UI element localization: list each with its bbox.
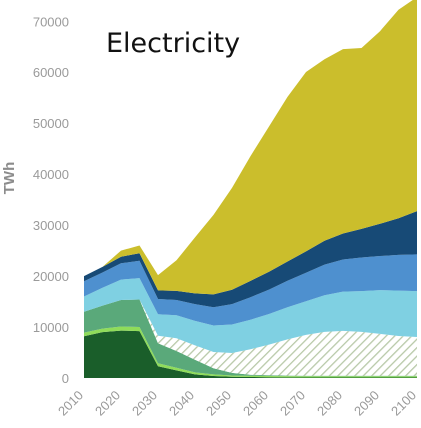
x-tick-label: 2070	[277, 388, 308, 419]
x-tick-label: 2030	[129, 388, 160, 419]
area-series-3	[84, 299, 417, 377]
y-axis-label: TWh	[1, 162, 18, 194]
area-series-5	[84, 278, 417, 353]
x-tick-label: 2080	[314, 388, 345, 419]
y-tick-label: 20000	[33, 269, 69, 284]
area-series-2	[84, 326, 417, 378]
y-tick-label: 30000	[33, 218, 69, 233]
chart-title: Electricity	[106, 28, 240, 59]
y-tick-label: 50000	[33, 116, 69, 131]
y-axis-ticks: 0 10000 20000 30000 40000 50000 60000 70000	[33, 14, 69, 386]
y-tick-label: 70000	[33, 14, 69, 29]
x-tick-label: 2020	[92, 388, 123, 419]
area-series-8	[84, 0, 417, 295]
area-series-6	[84, 254, 417, 326]
x-axis-ticks: 2010 2020 2030 2040 2050 2060 2070 2080 2090 2100	[55, 388, 419, 419]
x-tick-label: 2060	[240, 388, 271, 419]
x-tick-label: 2010	[55, 388, 86, 419]
stacked-areas	[84, 0, 417, 378]
y-tick-label: 60000	[33, 65, 69, 80]
x-tick-label: 2090	[351, 388, 382, 419]
x-tick-label: 2040	[166, 388, 197, 419]
y-tick-label: 0	[62, 371, 69, 386]
y-tick-label: 10000	[33, 320, 69, 335]
x-tick-label: 2050	[203, 388, 234, 419]
y-tick-label: 40000	[33, 167, 69, 182]
area-series-7	[84, 211, 417, 308]
area-series-1	[84, 330, 417, 378]
area-series-4	[84, 299, 417, 376]
x-tick-label: 2100	[388, 388, 419, 419]
